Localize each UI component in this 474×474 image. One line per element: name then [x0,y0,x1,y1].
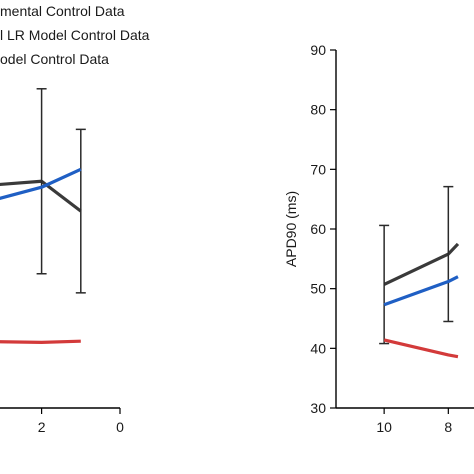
right-plot: 30 40 50 60 70 80 90 10 8 APD90 (ms) [283,42,474,435]
y-tick-label: 40 [310,340,326,356]
legend-label-lr-model: l LR Model Control Data [0,27,150,43]
x-tick-label: 8 [444,419,452,435]
x-tick-label: 0 [116,419,124,435]
right-y-axis-label: APD90 (ms) [283,191,299,267]
legend: mental Control Data l LR Model Control D… [0,3,150,67]
y-tick-label: 80 [310,102,326,118]
x-tick-label: 2 [38,419,46,435]
y-tick-label: 30 [310,400,326,416]
series-line [383,275,459,307]
y-tick-label: 50 [310,281,326,297]
right-series-group [379,185,460,359]
y-tick-label: 70 [310,161,326,177]
x-tick-label: 10 [376,419,392,435]
series-line [0,339,81,344]
legend-label-experimental: mental Control Data [0,3,125,19]
series-line [0,167,82,200]
right-y-ticks: 30 40 50 60 70 80 90 [310,42,336,416]
series-line [383,338,459,359]
left-series-group [0,88,86,344]
legend-label-model: odel Control Data [0,51,109,67]
series-line [383,242,460,286]
y-tick-label: 60 [310,221,326,237]
y-tick-label: 90 [310,42,326,58]
right-x-ticks: 10 8 [376,408,452,435]
